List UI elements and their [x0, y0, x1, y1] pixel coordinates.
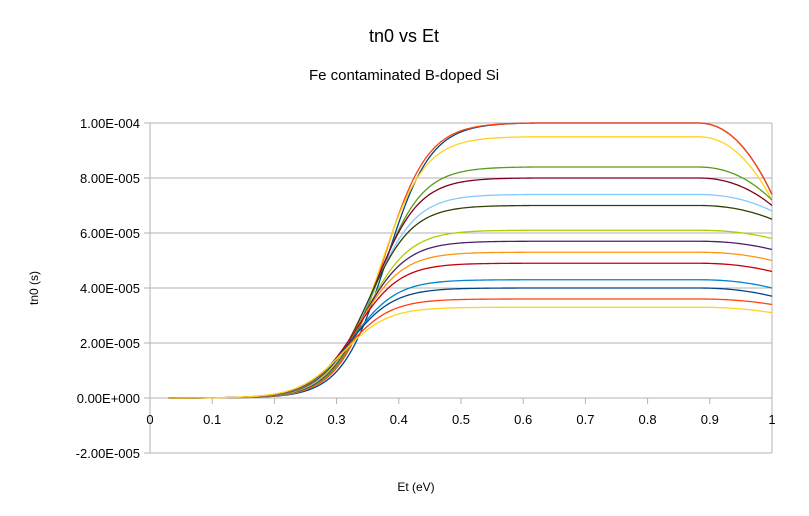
series-line-11 [168, 262, 773, 399]
series-line-15 [168, 306, 773, 399]
chart-subtitle: Fe contaminated B-doped Si [309, 67, 499, 84]
series-line-10 [168, 251, 773, 399]
series-line-9 [168, 240, 773, 399]
chart-title: tn0 vs Et [369, 26, 439, 46]
x-tick-label: 0 [146, 412, 153, 427]
x-tick-label: 0.9 [701, 412, 719, 427]
series-line-8 [168, 229, 773, 399]
x-tick-label: 0.8 [639, 412, 657, 427]
series-line-14 [168, 298, 773, 399]
y-axis-label: tn0 (s) [27, 271, 41, 305]
series-line-4 [168, 166, 773, 399]
y-tick-label: 6.00E-005 [80, 226, 140, 241]
x-tick-label: 1 [768, 412, 775, 427]
y-tick-label: 8.00E-005 [80, 171, 140, 186]
y-tick-label: 2.00E-005 [80, 336, 140, 351]
x-tick-label: 0.5 [452, 412, 470, 427]
x-tick-label: 0.4 [390, 412, 408, 427]
y-tick-label: 4.00E-005 [80, 281, 140, 296]
tick-labels: -2.00E-005 0.00E+000 2.00E-005 4.00E-005 6.0… [76, 116, 776, 461]
y-tick-label: 0.00E+000 [77, 391, 140, 406]
x-axis-label: Et (eV) [397, 480, 434, 494]
series-lines [168, 122, 773, 399]
x-tick-label: 0.2 [265, 412, 283, 427]
y-tick-label: 1.00E-004 [80, 116, 140, 131]
x-tick-label: 0.7 [576, 412, 594, 427]
series-line-3 [168, 136, 773, 399]
series-line-12 [168, 279, 773, 399]
x-tick-label: 0.3 [328, 412, 346, 427]
x-tick-label: 0.1 [203, 412, 221, 427]
x-tick-label: 0.6 [514, 412, 532, 427]
series-line-1 [168, 122, 773, 399]
y-tick-label: -2.00E-005 [76, 446, 140, 461]
series-line-6 [168, 193, 773, 399]
series-line-7 [168, 204, 773, 399]
series-line-2 [168, 122, 773, 399]
